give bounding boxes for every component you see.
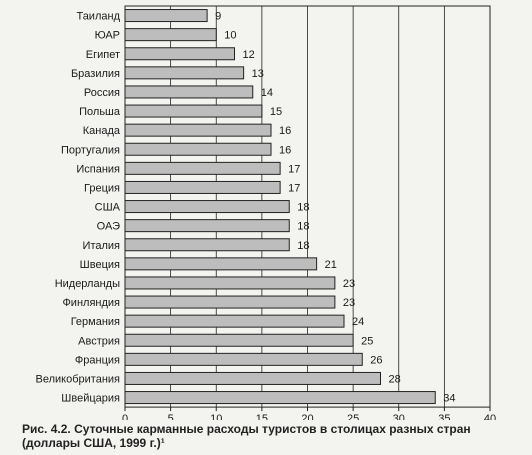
value-label: 12 — [243, 49, 255, 61]
bar — [124, 161, 281, 175]
value-label: 21 — [325, 259, 337, 271]
x-tick-label: 25 — [347, 413, 359, 420]
x-tick-label: 35 — [438, 413, 450, 420]
x-tick-label: 30 — [393, 413, 405, 420]
bar — [124, 371, 381, 385]
value-label: 28 — [389, 373, 401, 385]
category-label: Канада — [83, 125, 121, 137]
category-label: Финляндия — [62, 297, 120, 309]
category-label: Таиланд — [76, 11, 120, 23]
category-label: ЮАР — [95, 30, 120, 42]
category-label: США — [95, 202, 121, 214]
category-label: Великобритания — [36, 373, 121, 385]
value-label: 10 — [224, 30, 236, 42]
figure-label: Рис. 4.2. — [22, 422, 71, 436]
value-label: 16 — [279, 144, 291, 156]
x-tick-label: 0 — [122, 413, 128, 420]
x-tick-label: 10 — [210, 413, 222, 420]
value-label: 16 — [279, 125, 291, 137]
bar — [124, 142, 272, 156]
value-label: 15 — [270, 106, 282, 118]
category-label: Россия — [84, 87, 120, 99]
value-label: 18 — [297, 202, 309, 214]
category-label: Польша — [79, 106, 121, 118]
category-label: Египет — [86, 49, 120, 61]
category-label: Германия — [71, 316, 120, 328]
value-label: 17 — [288, 163, 300, 175]
value-label: 26 — [370, 354, 382, 366]
value-label: 17 — [288, 182, 300, 194]
bar — [124, 352, 363, 366]
x-tick-label: 5 — [168, 413, 174, 420]
value-label: 24 — [352, 316, 364, 328]
category-label: Португалия — [61, 144, 120, 156]
x-tick-label: 40 — [484, 413, 496, 420]
value-label: 9 — [215, 11, 221, 23]
bar — [124, 47, 235, 61]
bar — [124, 314, 345, 328]
bar — [124, 219, 290, 233]
bar — [124, 391, 436, 405]
bar — [124, 180, 281, 194]
category-label: Италия — [83, 240, 121, 252]
value-label: 34 — [443, 393, 455, 405]
bar — [124, 66, 245, 80]
value-label: 25 — [361, 335, 373, 347]
x-tick-label: 20 — [301, 413, 313, 420]
category-label: ОАЭ — [97, 221, 120, 233]
bar — [124, 9, 208, 23]
category-label: Франция — [75, 354, 120, 366]
value-label: 23 — [343, 278, 355, 290]
value-label: 23 — [343, 297, 355, 309]
category-label: Испания — [76, 163, 120, 175]
bar — [124, 238, 290, 252]
bar — [124, 104, 263, 118]
figure-caption: Рис. 4.2. Суточные карманные расходы тур… — [22, 422, 522, 450]
value-label: 14 — [261, 87, 273, 99]
category-label: Швейцария — [61, 393, 120, 405]
bar-chart: Таиланд 9 ЮАР 10 Египет 12 Бразилия 13 Россия 14 П… — [36, 5, 496, 420]
bar — [124, 28, 217, 42]
category-label: Греция — [84, 182, 120, 194]
bar — [124, 123, 272, 137]
bar — [124, 295, 336, 309]
x-tick-label: 15 — [256, 413, 268, 420]
bar — [124, 276, 336, 290]
caption-text: Суточные карманные расходы туристов в ст… — [22, 422, 471, 450]
value-label: 18 — [297, 240, 309, 252]
bar — [124, 333, 354, 347]
bar — [124, 200, 290, 214]
category-label: Швеция — [80, 259, 120, 271]
category-label: Нидерланды — [55, 278, 120, 290]
bar — [124, 257, 318, 271]
bar — [124, 85, 254, 99]
category-label: Бразилия — [71, 68, 120, 80]
category-label: Австрия — [78, 335, 120, 347]
value-label: 13 — [252, 68, 264, 80]
value-label: 18 — [297, 221, 309, 233]
